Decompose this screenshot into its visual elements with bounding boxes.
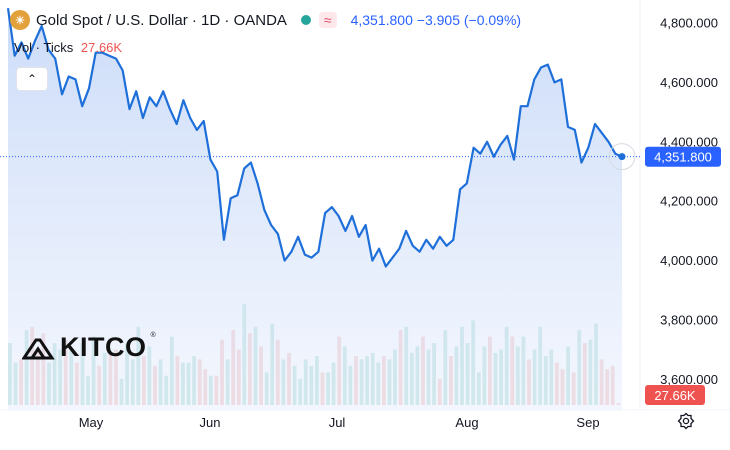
volume-legend-label: Vol · Ticks bbox=[14, 40, 74, 55]
current-price-badge: 4,351.800 bbox=[645, 146, 721, 167]
price-tick-label: 4,000.000 bbox=[660, 253, 718, 268]
time-axis[interactable]: May Jun Jul Aug Sep bbox=[79, 415, 600, 430]
time-tick-label: May bbox=[79, 415, 104, 430]
time-tick-label: Sep bbox=[576, 415, 599, 430]
current-price-badge-bg bbox=[645, 146, 721, 167]
price-tick-label: 3,800.000 bbox=[660, 313, 718, 328]
volume-legend-value: 27.66K bbox=[80, 40, 123, 55]
price-tick-label: 4,800.000 bbox=[660, 16, 718, 31]
price-area-fill bbox=[8, 8, 622, 410]
last-point-ring bbox=[608, 143, 636, 171]
price-tick-label: 4,600.000 bbox=[660, 75, 718, 90]
kitco-logo: KITCO ® bbox=[22, 332, 156, 363]
volume-value-badge: 27.66K bbox=[645, 385, 705, 405]
symbol-title[interactable]: Gold Spot / U.S. Dollar · 1D · OANDA bbox=[36, 11, 287, 29]
current-price-badge-text: 4,351.800 bbox=[654, 150, 712, 165]
market-status-icon bbox=[300, 15, 311, 25]
last-point-marker bbox=[618, 153, 626, 161]
chevron-up-icon: ⌃ bbox=[26, 72, 38, 86]
price-axis[interactable]: 4,800.000 4,600.000 4,400.000 4,200.000 4,00… bbox=[660, 16, 718, 387]
volume-value-badge-text: 27.66K bbox=[654, 388, 696, 403]
symbol-legend[interactable]: ☀ Gold Spot / U.S. Dollar · 1D · OANDA ≈… bbox=[10, 10, 521, 30]
time-tick-label: Jun bbox=[200, 415, 221, 430]
price-line bbox=[6, 8, 623, 268]
collapse-legend-button[interactable]: ⌃ bbox=[16, 67, 48, 91]
price-tick-label: 3,600.000 bbox=[660, 372, 718, 387]
time-tick-label: Aug bbox=[455, 415, 478, 430]
price-tick-label: 4,200.000 bbox=[660, 194, 718, 209]
price-tick-label: 4,400.000 bbox=[660, 134, 718, 149]
volume-value-badge-bg bbox=[645, 385, 705, 405]
gear-icon[interactable] bbox=[677, 412, 695, 430]
time-tick-label: Jul bbox=[329, 415, 346, 430]
kitco-logo-text: KITCO bbox=[60, 332, 147, 362]
price-info: 4,351.800 −3.905 (−0.09%) bbox=[350, 12, 522, 28]
kitco-mark-icon bbox=[22, 338, 55, 359]
gold-coin-icon: ☀ bbox=[10, 10, 30, 30]
data-status-badge[interactable]: ≈ bbox=[318, 12, 337, 28]
volume-legend[interactable]: Vol · Ticks 27.66K bbox=[14, 40, 122, 55]
registered-mark: ® bbox=[150, 332, 156, 339]
